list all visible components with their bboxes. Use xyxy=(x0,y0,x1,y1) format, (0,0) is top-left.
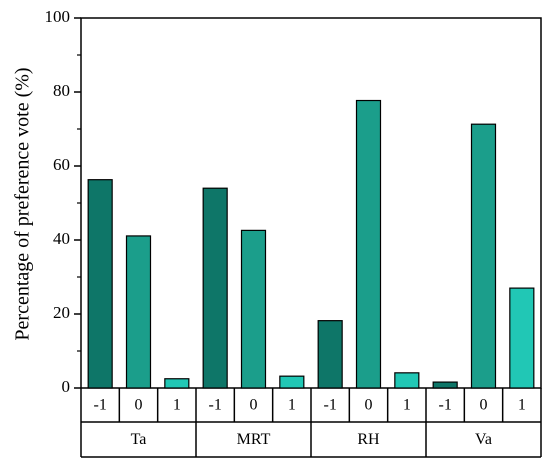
category-label: 1 xyxy=(288,397,296,414)
bar-rh-0 xyxy=(355,99,382,389)
category-label: 1 xyxy=(403,397,411,414)
category-label: -1 xyxy=(209,397,222,414)
y-tick-label: 20 xyxy=(53,303,70,322)
bar-mrt-0 xyxy=(240,229,267,389)
bar-va-0 xyxy=(470,123,497,389)
group-label: MRT xyxy=(237,431,271,448)
category-label: 1 xyxy=(173,397,181,414)
bar-mrt-1 xyxy=(279,375,305,389)
y-tick-label: 0 xyxy=(62,377,71,396)
bar-rh-1 xyxy=(394,372,420,389)
y-axis-title: Percentage of preference vote (%) xyxy=(12,67,34,340)
bar-mrt-neg1 xyxy=(202,187,228,389)
plot-area: 0 20 40 60 80 100 -1 0 1 Ta -1 0 1 MRT -1 0 1 RH -1 0 1 Va xyxy=(45,7,542,458)
group-label: RH xyxy=(357,431,380,448)
category-label: 1 xyxy=(518,397,526,414)
group-label: Ta xyxy=(131,431,147,448)
y-tick-label: 80 xyxy=(53,81,70,100)
bar-rh-neg1 xyxy=(317,320,343,389)
category-label: 0 xyxy=(250,397,258,414)
bar-va-neg1 xyxy=(432,381,458,389)
category-label: -1 xyxy=(94,397,107,414)
category-label: 0 xyxy=(480,397,488,414)
category-label: 0 xyxy=(135,397,143,414)
group-label: Va xyxy=(475,431,492,448)
bar-ta-0 xyxy=(125,235,152,389)
y-tick-label: 100 xyxy=(45,7,71,26)
y-tick-label: 60 xyxy=(53,155,70,174)
bar-va-1 xyxy=(509,287,535,389)
category-label: -1 xyxy=(324,397,337,414)
y-tick-label: 40 xyxy=(53,229,70,248)
category-label: -1 xyxy=(439,397,452,414)
category-label: 0 xyxy=(365,397,373,414)
bar-ta-neg1 xyxy=(87,179,113,389)
bar-ta-1 xyxy=(164,378,190,389)
